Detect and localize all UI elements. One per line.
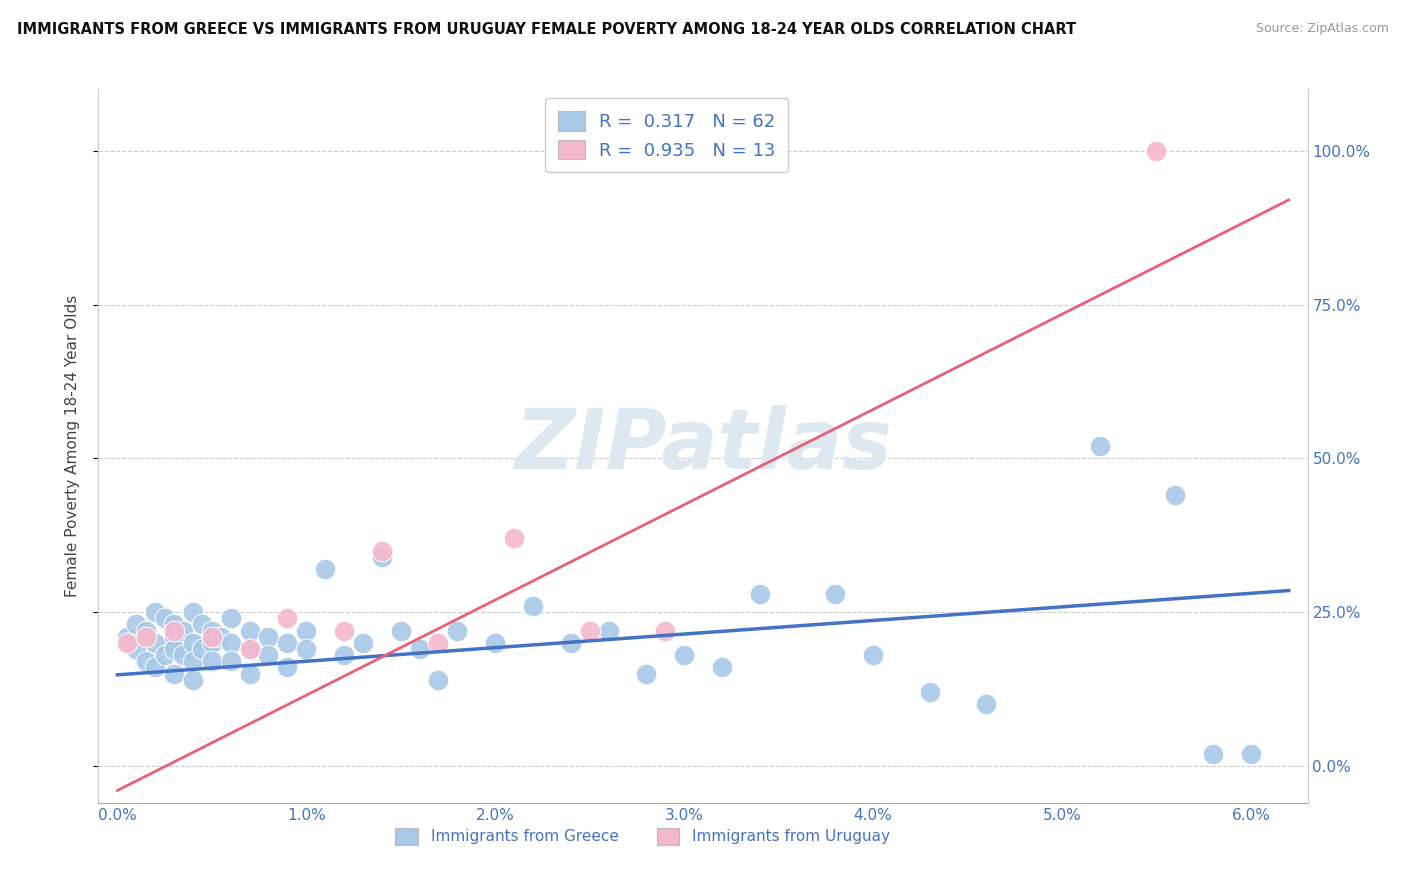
Point (389, 624, 412, 638)
Point (181, 654, 204, 668)
Point (153, 611, 176, 625)
Point (209, 630, 232, 644)
Point (201, 654, 224, 668)
Point (598, 624, 620, 638)
Point (654, 624, 676, 638)
Point (314, 562, 336, 576)
Point (333, 648, 356, 662)
Point (276, 636, 298, 650)
Point (295, 642, 318, 657)
Point (143, 660, 166, 674)
Point (172, 648, 194, 662)
Point (201, 636, 224, 650)
Point (276, 660, 298, 674)
Point (1144, 144, 1167, 158)
Point (522, 599, 544, 613)
Legend: Immigrants from Greece, Immigrants from Uruguay: Immigrants from Greece, Immigrants from … (388, 821, 897, 852)
Point (371, 543, 394, 558)
Point (257, 648, 280, 662)
Point (239, 642, 262, 657)
Point (163, 617, 186, 632)
Point (219, 611, 242, 625)
Text: Source: ZipAtlas.com: Source: ZipAtlas.com (1256, 22, 1389, 36)
Point (918, 685, 941, 699)
Point (748, 587, 770, 601)
Point (976, 698, 998, 712)
Point (135, 654, 157, 668)
Text: IMMIGRANTS FROM GREECE VS IMMIGRANTS FROM URUGUAY FEMALE POVERTY AMONG 18-24 YEA: IMMIGRANTS FROM GREECE VS IMMIGRANTS FRO… (17, 22, 1076, 37)
Point (115, 636, 138, 650)
Point (371, 549, 394, 564)
Point (219, 654, 242, 668)
Point (276, 611, 298, 625)
Point (143, 605, 166, 619)
Point (1088, 439, 1111, 453)
Point (115, 630, 138, 644)
Point (153, 648, 176, 662)
Point (135, 624, 157, 638)
Point (1202, 747, 1225, 761)
Point (333, 624, 356, 638)
Point (446, 624, 468, 638)
Point (1240, 747, 1263, 761)
Y-axis label: Female Poverty Among 18-24 Year Olds: Female Poverty Among 18-24 Year Olds (65, 295, 80, 597)
Point (824, 587, 846, 601)
Point (163, 630, 186, 644)
Point (163, 666, 186, 681)
Point (163, 642, 186, 657)
Point (143, 636, 166, 650)
Point (239, 666, 262, 681)
Point (560, 636, 582, 650)
Point (862, 648, 884, 662)
Point (1164, 488, 1187, 502)
Point (239, 642, 262, 657)
Point (191, 642, 214, 657)
Point (191, 617, 214, 632)
Point (201, 630, 224, 644)
Point (219, 636, 242, 650)
Point (181, 636, 204, 650)
Point (295, 624, 318, 638)
Point (181, 605, 204, 619)
Point (125, 642, 148, 657)
Point (163, 624, 186, 638)
Point (352, 636, 374, 650)
Point (710, 660, 733, 674)
Point (201, 624, 224, 638)
Point (427, 673, 450, 687)
Point (181, 673, 204, 687)
Point (673, 648, 696, 662)
Point (484, 636, 506, 650)
Point (172, 624, 194, 638)
Point (503, 531, 526, 545)
Point (578, 624, 600, 638)
Point (408, 642, 430, 657)
Point (135, 630, 157, 644)
Point (427, 636, 450, 650)
Point (239, 624, 262, 638)
Text: ZIPatlas: ZIPatlas (515, 406, 891, 486)
Point (636, 666, 658, 681)
Point (125, 617, 148, 632)
Point (257, 630, 280, 644)
